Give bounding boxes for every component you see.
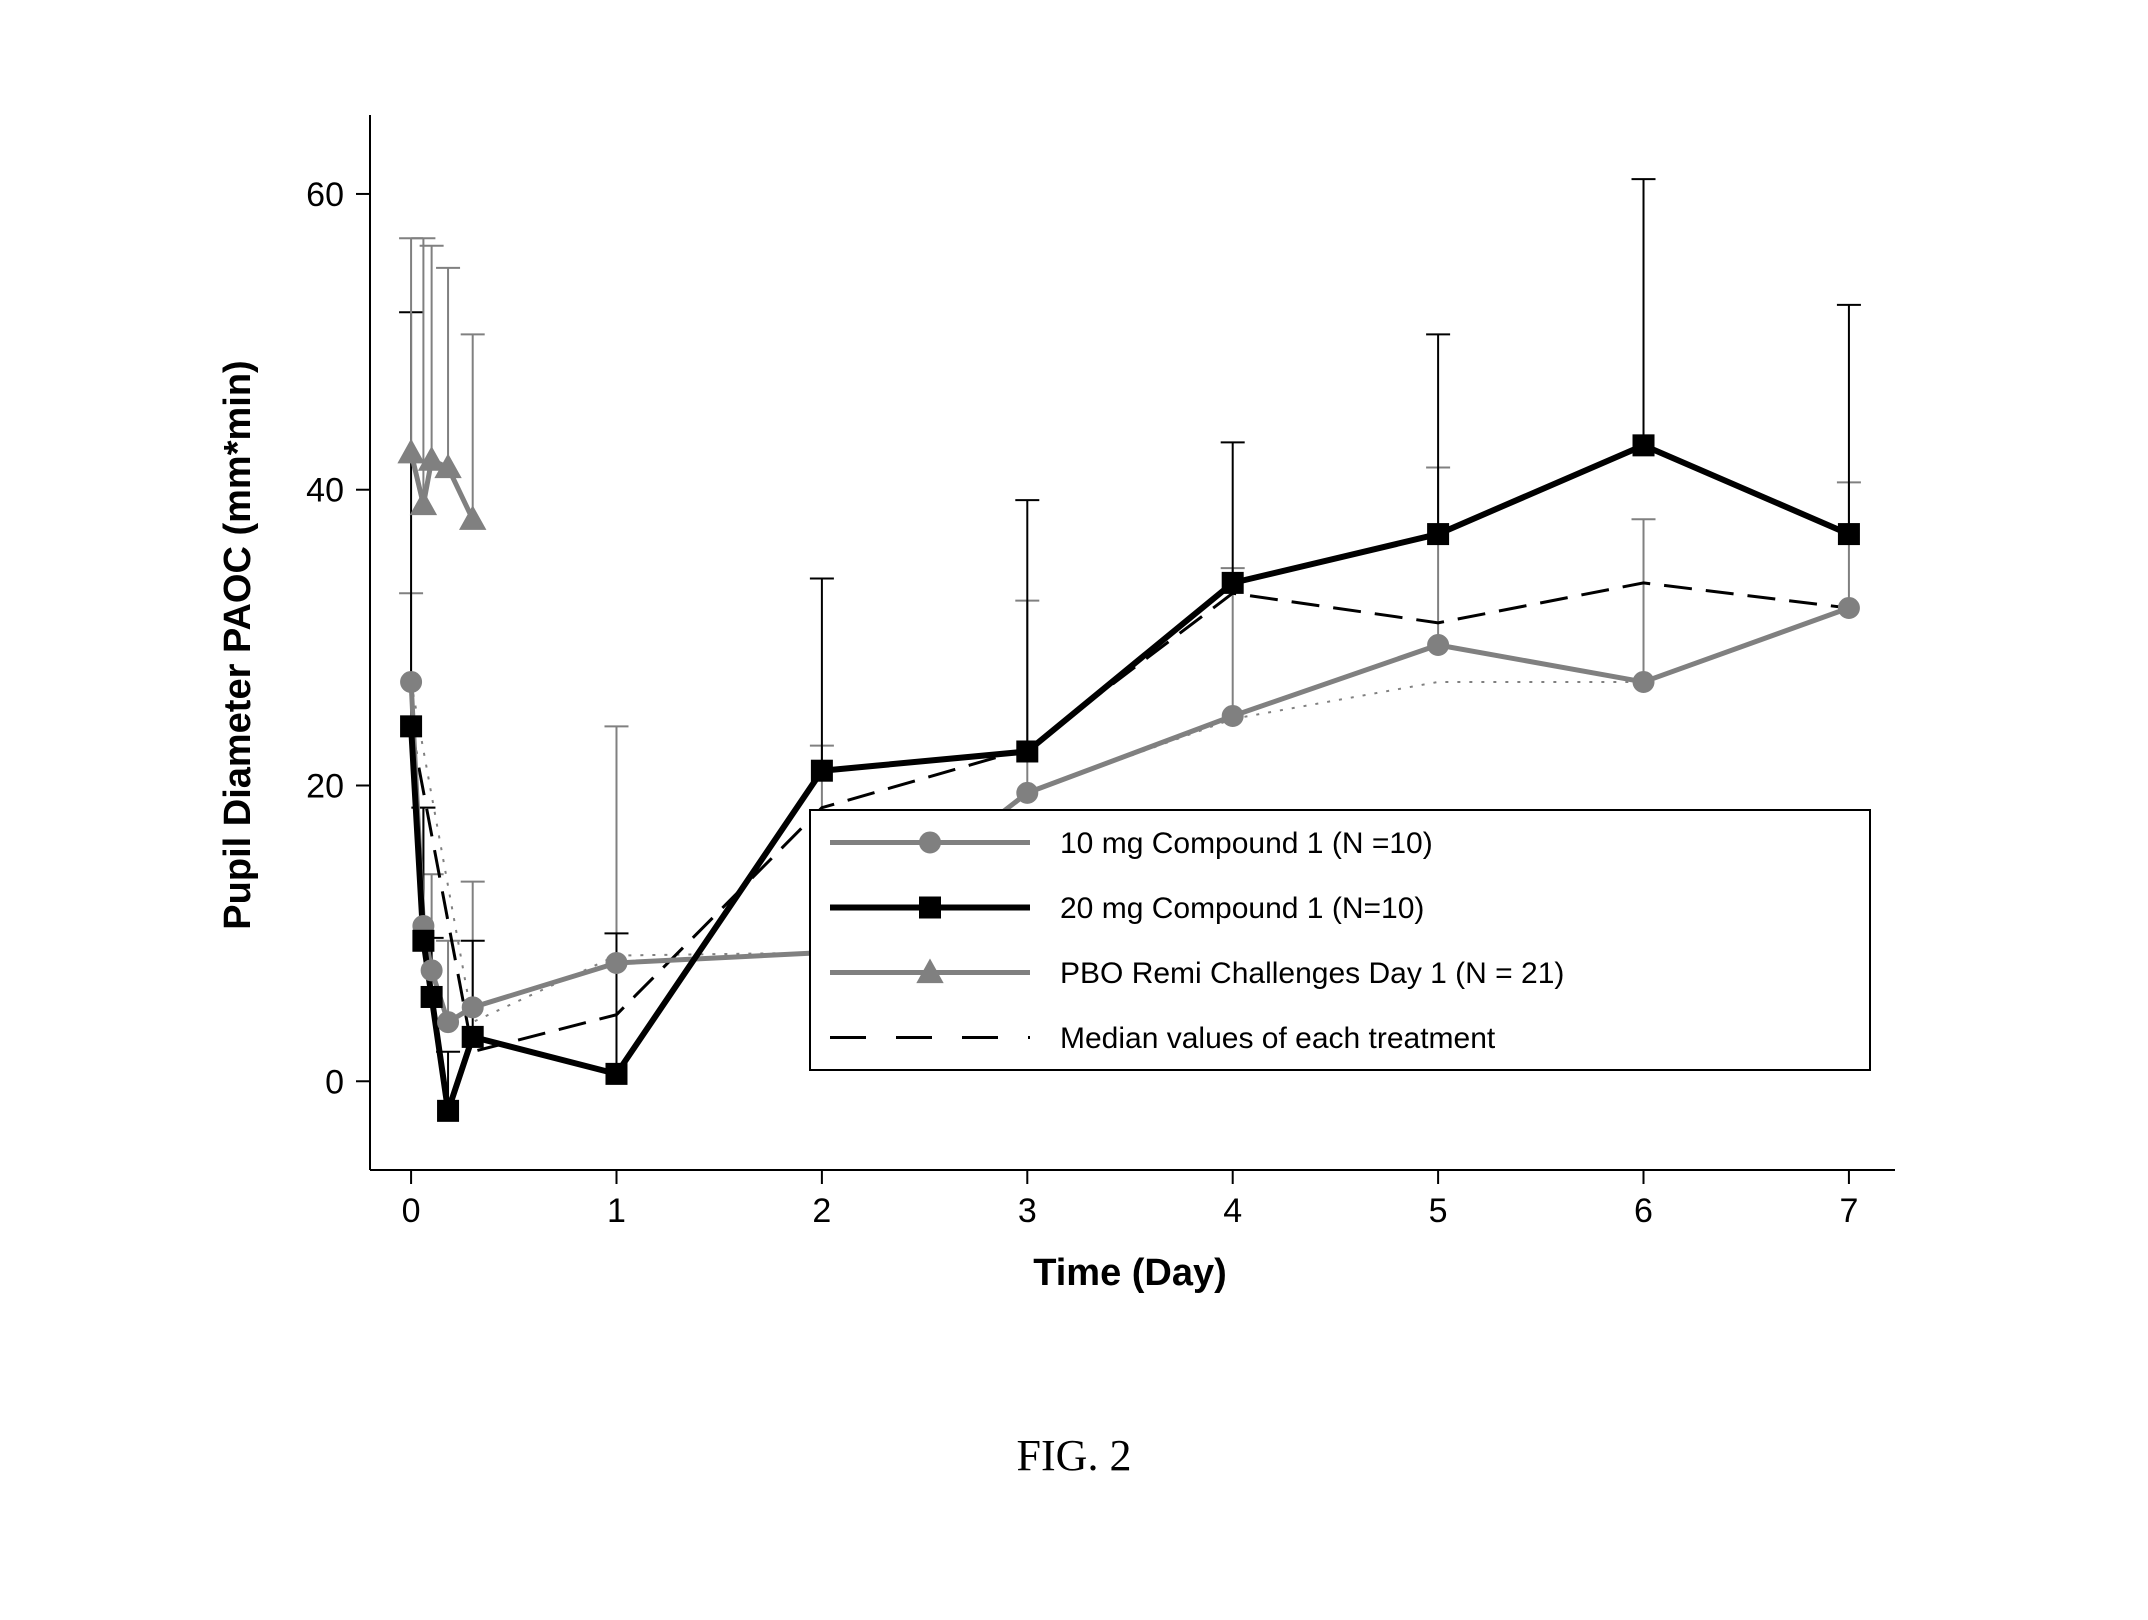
x-tick-label: 6 [1634,1192,1653,1230]
y-tick-label: 40 [306,472,344,510]
x-axis-label: Time (Day) [1033,1252,1227,1294]
y-tick-label: 20 [306,767,344,805]
legend-label: 10 mg Compound 1 (N =10) [1060,827,1433,860]
y-tick-label: 60 [306,176,344,214]
figure-caption: FIG. 2 [0,1430,2148,1481]
x-tick-label: 7 [1839,1192,1858,1230]
x-tick-label: 2 [812,1192,831,1230]
paoc-chart: 0 20 40 60 0 1 2 3 4 5 6 7 Time (Day) Pupil Diameter … [0,0,2148,1615]
legend-label: 20 mg Compound 1 (N=10) [1060,892,1424,925]
legend: 10 mg Compound 1 (N =10) 20 mg Compound 1… [810,810,1870,1070]
y-tick-label: 0 [325,1063,344,1101]
x-tick-label: 1 [607,1192,626,1230]
figure-container: 0 20 40 60 0 1 2 3 4 5 6 7 Time (Day) Pupil Diameter … [0,0,2148,1615]
x-tick-label: 4 [1223,1192,1242,1230]
x-tick-label: 3 [1018,1192,1037,1230]
x-tick-label: 0 [402,1192,421,1230]
legend-label: Median values of each treatment [1060,1022,1496,1055]
legend-label: PBO Remi Challenges Day 1 (N = 21) [1060,957,1564,990]
x-tick-label: 5 [1429,1192,1448,1230]
y-axis-label: Pupil Diameter PAOC (mm*min) [217,360,259,929]
